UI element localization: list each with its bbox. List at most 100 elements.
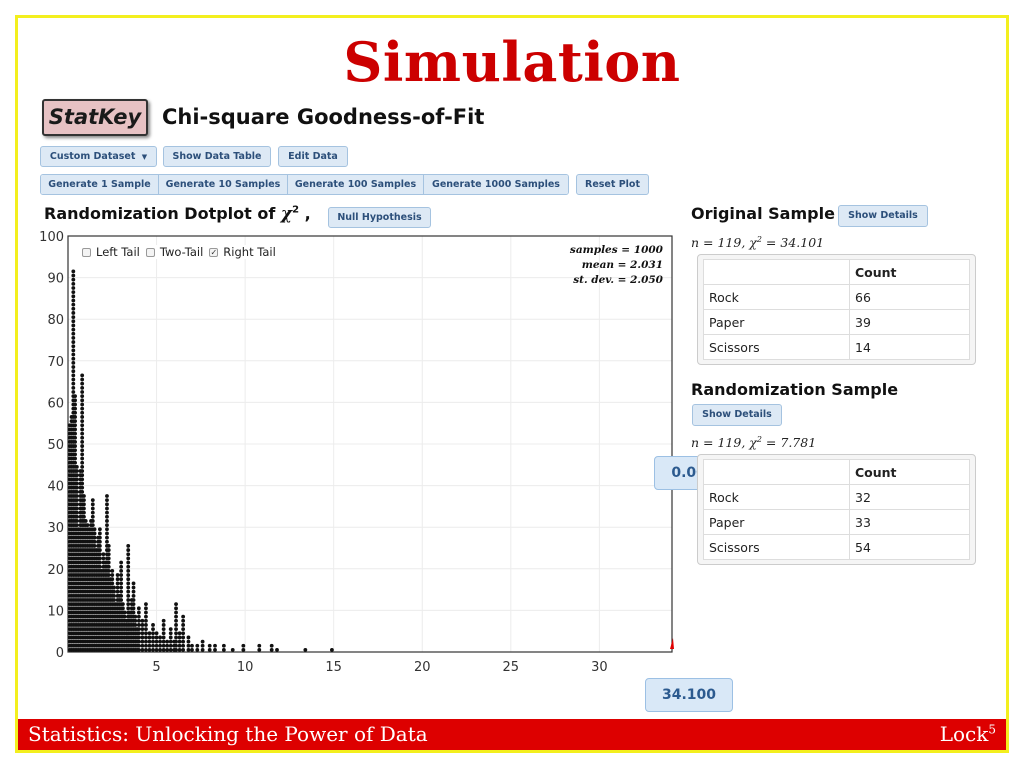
data-dot [147,631,152,636]
data-dot [106,560,111,565]
data-dot [82,502,86,507]
data-dot [80,464,85,469]
data-dot [119,564,124,569]
data-dot [97,539,102,544]
data-dot [73,423,77,428]
data-dot [158,639,163,644]
right-tail-marker-input[interactable]: 34.100 [645,678,733,712]
data-dot [140,631,145,636]
data-dot [140,635,145,640]
table-header-count: Count [849,259,970,285]
reset-plot-button[interactable]: Reset Plot [576,174,649,195]
data-dot [181,639,186,644]
data-dot [74,494,79,498]
right-tail-indicator [670,638,674,649]
data-dot [136,631,141,636]
data-dot [140,618,145,623]
data-dot [330,648,334,652]
data-dot [131,598,136,602]
x-tick-label: 30 [591,660,608,675]
data-dot [73,456,77,461]
data-dot [213,643,217,648]
data-dot [136,610,141,615]
data-dot [74,489,79,494]
app-title: Chi-square Goodness-of-Fit [162,105,485,129]
data-dot [71,336,76,340]
data-dot [119,560,124,565]
data-dot [80,394,85,399]
statkey-logo[interactable]: StatKey [42,99,148,136]
data-dot [71,352,76,357]
right-tail-checkbox[interactable]: ✓ [209,247,219,257]
data-dot [71,365,76,369]
left-tail-label: Left Tail [96,245,140,259]
y-tick-label: 10 [47,604,64,619]
data-dot [82,514,86,519]
data-dot [71,319,76,324]
data-dot [144,602,148,607]
data-dot [92,539,97,544]
data-dot [74,473,79,478]
randomization-show-details-button[interactable]: Show Details [692,404,782,426]
data-dot [136,614,141,619]
data-dot [92,527,97,532]
custom-dataset-button[interactable]: Custom Dataset ▼ [40,146,157,167]
data-dot [151,623,155,627]
data-dot [151,631,155,636]
data-dot [82,506,86,511]
data-dot [115,573,120,577]
generate-100-samples-button[interactable]: Generate 100 Samples [288,175,424,194]
data-dot [90,519,95,523]
y-tick-label: 60 [47,396,64,411]
data-dot [126,560,131,565]
data-dot [74,514,79,519]
edit-data-button[interactable]: Edit Data [278,146,348,167]
data-dot [241,648,246,652]
data-dot [177,639,182,644]
data-dot [112,585,116,590]
data-dot [200,639,205,644]
footer-author-name: Lock [939,722,989,746]
data-dot [90,498,95,503]
show-data-table-button[interactable]: Show Data Table [163,146,271,167]
data-dot [82,498,86,503]
randomization-sample-heading: Randomization Sample [691,380,899,399]
randomization-statistic: n = 119, χ2 = 7.781 [691,435,816,450]
data-dot [73,460,77,465]
data-dot [177,648,182,652]
data-dot [131,610,136,615]
data-dot [115,589,120,594]
null-hypothesis-button[interactable]: Null Hypothesis [328,207,431,228]
data-dot [177,635,182,640]
x-tick-label: 10 [237,660,254,675]
data-dot [174,623,178,627]
data-dot [144,610,148,615]
data-dot [101,552,106,557]
data-dot [131,602,136,607]
data-dot [105,502,109,507]
data-dot [186,648,191,652]
two-tail-checkbox[interactable] [145,247,155,257]
row-count: 54 [849,534,970,560]
data-dot [144,614,148,619]
generate-1000-samples-button[interactable]: Generate 1000 Samples [424,175,568,194]
original-show-details-button[interactable]: Show Details [838,205,928,227]
data-dot [136,635,141,640]
chart-grid [68,236,672,652]
data-dot [151,635,155,640]
data-dot [119,598,124,602]
data-dot [161,631,166,636]
generate-1-sample-button[interactable]: Generate 1 Sample [41,175,159,194]
data-dot [105,510,109,515]
slide-title: Simulation [343,30,681,94]
table-row: Rock 66 [703,284,970,310]
data-dot [110,573,115,577]
row-label: Scissors [703,334,850,360]
left-tail-checkbox[interactable] [82,247,91,257]
generate-10-samples-button[interactable]: Generate 10 Samples [159,175,288,194]
data-dot [71,344,76,349]
data-dot [80,377,85,382]
data-dot [195,648,200,652]
slide-frame [15,15,1009,753]
data-dot [122,614,127,619]
